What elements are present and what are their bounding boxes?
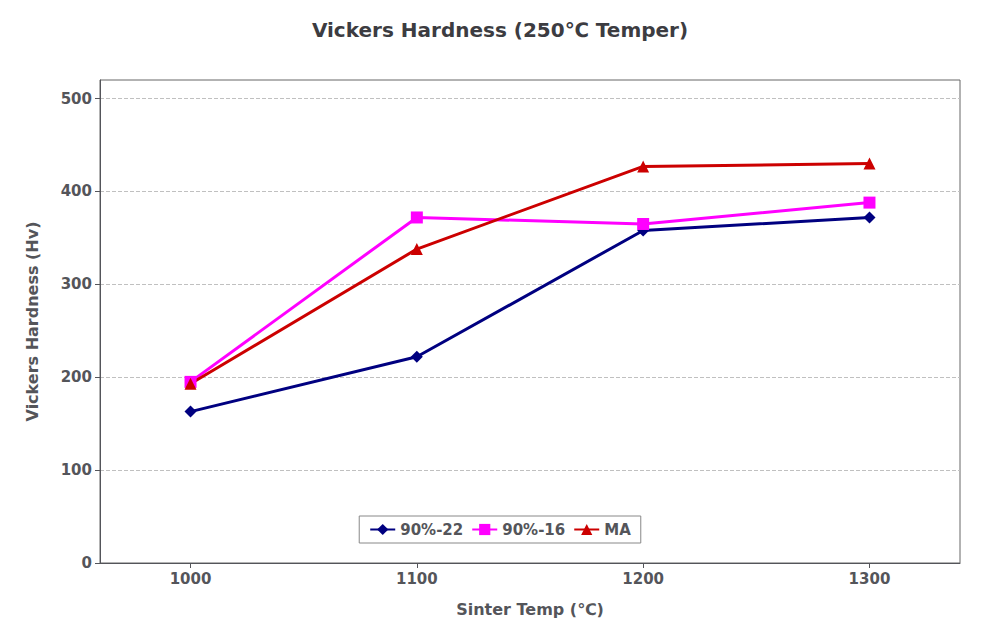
svg-text:1300: 1300 [849,570,891,588]
svg-text:1200: 1200 [622,570,664,588]
svg-text:Vickers Hardness (Hv): Vickers Hardness (Hv) [23,222,42,422]
svg-text:500: 500 [61,90,92,108]
svg-text:Vickers Hardness (250℃ Temper): Vickers Hardness (250℃ Temper) [312,18,688,42]
svg-text:400: 400 [61,182,92,200]
svg-text:90%-16: 90%-16 [502,521,565,539]
svg-text:1100: 1100 [396,570,438,588]
svg-text:100: 100 [61,461,92,479]
svg-text:200: 200 [61,368,92,386]
svg-text:Sinter Temp (℃): Sinter Temp (℃) [456,600,604,619]
svg-text:300: 300 [61,275,92,293]
svg-text:0: 0 [82,554,92,572]
svg-text:1000: 1000 [170,570,212,588]
svg-text:MA: MA [604,521,631,539]
svg-text:90%-22: 90%-22 [400,521,463,539]
